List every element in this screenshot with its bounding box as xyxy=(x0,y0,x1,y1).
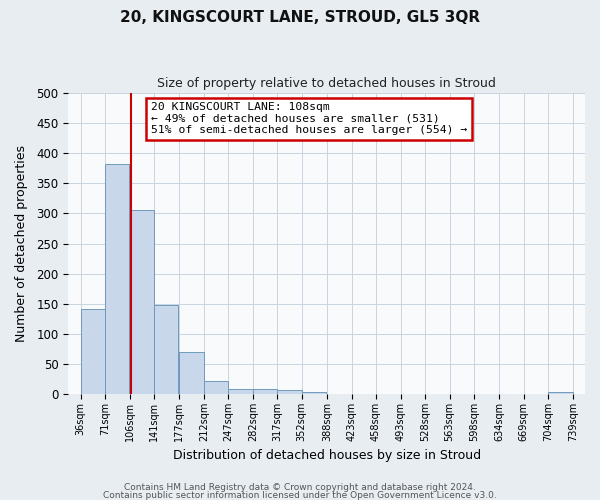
Bar xyxy=(277,390,302,394)
Bar xyxy=(302,392,326,394)
Title: Size of property relative to detached houses in Stroud: Size of property relative to detached ho… xyxy=(157,78,496,90)
Bar xyxy=(204,381,228,394)
Bar xyxy=(105,164,130,394)
Text: Contains public sector information licensed under the Open Government Licence v3: Contains public sector information licen… xyxy=(103,490,497,500)
Bar xyxy=(253,388,277,394)
Bar xyxy=(130,210,154,394)
Bar xyxy=(154,305,178,394)
Bar xyxy=(229,388,253,394)
Y-axis label: Number of detached properties: Number of detached properties xyxy=(15,145,28,342)
Text: 20, KINGSCOURT LANE, STROUD, GL5 3QR: 20, KINGSCOURT LANE, STROUD, GL5 3QR xyxy=(120,10,480,25)
Bar xyxy=(80,308,105,394)
Bar xyxy=(548,392,572,394)
Text: 20 KINGSCOURT LANE: 108sqm
← 49% of detached houses are smaller (531)
51% of sem: 20 KINGSCOURT LANE: 108sqm ← 49% of deta… xyxy=(151,102,467,136)
Bar xyxy=(179,352,203,394)
Text: Contains HM Land Registry data © Crown copyright and database right 2024.: Contains HM Land Registry data © Crown c… xyxy=(124,484,476,492)
X-axis label: Distribution of detached houses by size in Stroud: Distribution of detached houses by size … xyxy=(173,450,481,462)
